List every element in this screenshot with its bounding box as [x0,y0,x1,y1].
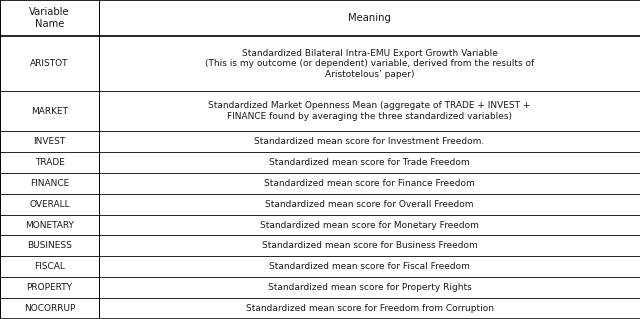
Text: Standardized mean score for Fiscal Freedom: Standardized mean score for Fiscal Freed… [269,262,470,271]
Text: Standardized mean score for Property Rights: Standardized mean score for Property Rig… [268,283,472,292]
Text: Standardized mean score for Investment Freedom.: Standardized mean score for Investment F… [255,137,484,146]
Text: Standardized mean score for Trade Freedom: Standardized mean score for Trade Freedo… [269,158,470,167]
Text: Standardized mean score for Business Freedom: Standardized mean score for Business Fre… [262,241,477,250]
Text: MARKET: MARKET [31,107,68,115]
Text: OVERALL: OVERALL [29,200,70,209]
Text: Standardized Market Openness Mean (aggregate of TRADE + INVEST +
FINANCE found b: Standardized Market Openness Mean (aggre… [209,101,531,121]
Text: INVEST: INVEST [33,137,66,146]
Text: TRADE: TRADE [35,158,65,167]
Text: Variable
Name: Variable Name [29,7,70,29]
Text: FINANCE: FINANCE [30,179,69,188]
Text: MONETARY: MONETARY [25,220,74,229]
Text: PROPERTY: PROPERTY [27,283,72,292]
Text: Standardized mean score for Overall Freedom: Standardized mean score for Overall Free… [266,200,474,209]
Text: Standardized mean score for Freedom from Corruption: Standardized mean score for Freedom from… [246,304,493,313]
Text: Standardized mean score for Monetary Freedom: Standardized mean score for Monetary Fre… [260,220,479,229]
Text: NOCORRUP: NOCORRUP [24,304,76,313]
Text: Meaning: Meaning [348,13,391,23]
Text: ARISTOT: ARISTOT [30,59,69,68]
Text: Standardized mean score for Finance Freedom: Standardized mean score for Finance Free… [264,179,475,188]
Text: BUSINESS: BUSINESS [27,241,72,250]
Text: FISCAL: FISCAL [34,262,65,271]
Text: Standardized Bilateral Intra-EMU Export Growth Variable
(This is my outcome (or : Standardized Bilateral Intra-EMU Export … [205,49,534,78]
